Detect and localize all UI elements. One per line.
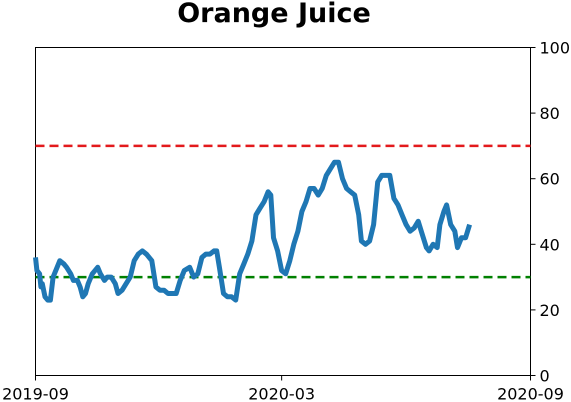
reference-lines [35, 144, 531, 279]
y-tick-label: 80 [540, 104, 560, 123]
x-tick-label: 2020-09 [497, 385, 564, 402]
x-tick-label: 2020-03 [248, 385, 315, 402]
chart-title: Orange Juice [177, 0, 371, 29]
x-axis: 2019-09 2020-03 2020-09 [2, 375, 564, 402]
y-tick-label: 0 [540, 367, 550, 386]
y-tick-label: 20 [540, 301, 560, 320]
y-tick-label: 100 [540, 39, 571, 58]
y-tick-label: 60 [540, 170, 560, 189]
plot-area-frame [35, 47, 531, 376]
y-tick-label: 40 [540, 235, 560, 254]
series-layer [33, 159, 472, 303]
y-axis-right: 0 20 40 60 80 100 [530, 39, 571, 386]
x-tick-label: 2019-09 [2, 385, 69, 402]
series-line [33, 159, 472, 303]
